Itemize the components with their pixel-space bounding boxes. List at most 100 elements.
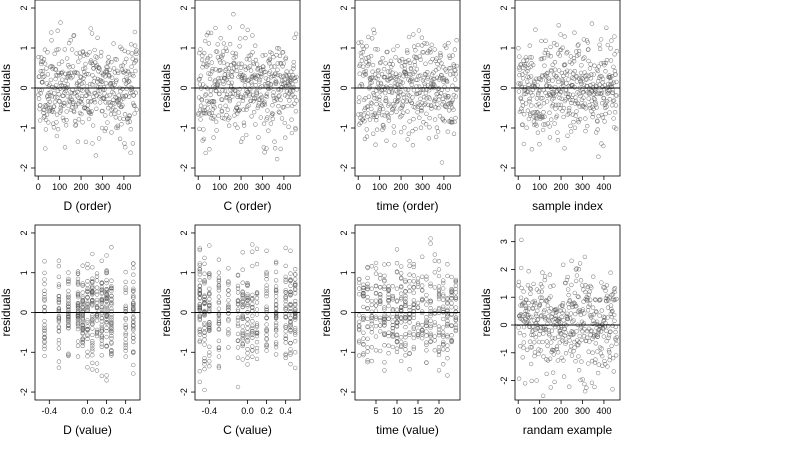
data-point bbox=[134, 107, 139, 112]
data-point bbox=[394, 247, 400, 252]
data-point bbox=[378, 323, 383, 328]
data-point bbox=[66, 288, 71, 294]
data-point bbox=[572, 301, 578, 306]
data-point bbox=[603, 105, 608, 111]
x-tick-label: 0.4 bbox=[119, 406, 132, 416]
data-point bbox=[109, 322, 114, 327]
data-point bbox=[553, 106, 558, 111]
data-point bbox=[386, 115, 391, 120]
data-point bbox=[535, 308, 540, 313]
data-point bbox=[264, 283, 269, 288]
data-point bbox=[540, 127, 546, 133]
data-point bbox=[427, 125, 432, 130]
data-point bbox=[382, 278, 387, 283]
data-point bbox=[288, 324, 293, 330]
data-point bbox=[411, 116, 416, 122]
data-point bbox=[42, 318, 47, 324]
data-point bbox=[231, 12, 236, 17]
data-point bbox=[276, 46, 282, 51]
data-point bbox=[230, 50, 235, 56]
data-point bbox=[293, 287, 298, 292]
data-point bbox=[403, 303, 408, 309]
data-point bbox=[230, 69, 235, 75]
data-point bbox=[273, 323, 279, 328]
data-point bbox=[246, 103, 251, 108]
data-point bbox=[55, 28, 60, 33]
data-point bbox=[220, 97, 225, 102]
data-point bbox=[573, 267, 579, 272]
data-point bbox=[227, 115, 232, 120]
data-point bbox=[544, 99, 550, 104]
data-point bbox=[369, 330, 374, 335]
data-point bbox=[202, 362, 207, 367]
data-point bbox=[452, 77, 458, 82]
data-point bbox=[424, 96, 429, 101]
data-point bbox=[269, 64, 274, 69]
data-point bbox=[288, 340, 293, 346]
data-point bbox=[235, 323, 241, 329]
data-point bbox=[75, 276, 81, 282]
data-point bbox=[444, 69, 449, 74]
data-point bbox=[61, 118, 67, 123]
data-point bbox=[528, 286, 533, 291]
data-point bbox=[90, 300, 95, 306]
data-point bbox=[558, 106, 563, 111]
data-point bbox=[365, 114, 370, 119]
data-point bbox=[453, 322, 458, 328]
data-point bbox=[429, 103, 434, 108]
data-point bbox=[399, 305, 404, 310]
data-point bbox=[532, 340, 537, 345]
data-point bbox=[585, 40, 591, 45]
data-point bbox=[82, 66, 88, 71]
data-point bbox=[558, 328, 563, 333]
data-point bbox=[445, 321, 450, 326]
x-axis-label: D (value) bbox=[63, 423, 112, 437]
points-group bbox=[36, 20, 139, 158]
data-point bbox=[436, 324, 442, 329]
data-point bbox=[75, 281, 81, 286]
x-tick-label: 100 bbox=[212, 182, 227, 192]
data-point bbox=[106, 59, 111, 64]
data-point bbox=[233, 54, 238, 59]
data-point bbox=[382, 343, 387, 348]
data-point bbox=[288, 309, 293, 314]
data-point bbox=[207, 359, 212, 364]
data-point bbox=[445, 300, 450, 305]
data-point bbox=[99, 344, 104, 349]
y-axis-label: residuals bbox=[0, 64, 13, 112]
data-point bbox=[64, 56, 70, 61]
data-point bbox=[245, 332, 250, 338]
data-point bbox=[90, 341, 95, 346]
data-point bbox=[207, 325, 212, 331]
data-point bbox=[291, 66, 296, 71]
data-point bbox=[411, 344, 416, 350]
data-point bbox=[558, 89, 563, 94]
data-point bbox=[441, 309, 446, 315]
data-point bbox=[428, 334, 433, 339]
data-point bbox=[380, 112, 385, 118]
data-point bbox=[202, 279, 207, 285]
data-point bbox=[548, 385, 553, 390]
data-point bbox=[261, 64, 266, 69]
data-point bbox=[516, 376, 522, 381]
data-point bbox=[423, 72, 428, 77]
data-point bbox=[420, 274, 425, 279]
data-point bbox=[224, 112, 229, 118]
data-point bbox=[584, 76, 589, 82]
data-point bbox=[441, 341, 446, 347]
data-point bbox=[561, 105, 567, 111]
data-point bbox=[596, 327, 601, 333]
data-point bbox=[411, 302, 416, 308]
data-point bbox=[109, 351, 114, 356]
data-point bbox=[596, 362, 601, 367]
data-point bbox=[237, 44, 242, 49]
y-tick-label: -2 bbox=[499, 377, 509, 385]
data-point bbox=[532, 298, 537, 304]
data-point bbox=[366, 34, 371, 40]
data-point bbox=[293, 339, 298, 344]
data-point bbox=[377, 108, 382, 113]
data-point bbox=[395, 43, 400, 49]
data-point bbox=[574, 329, 579, 334]
data-point bbox=[202, 311, 207, 316]
data-point bbox=[264, 146, 269, 151]
